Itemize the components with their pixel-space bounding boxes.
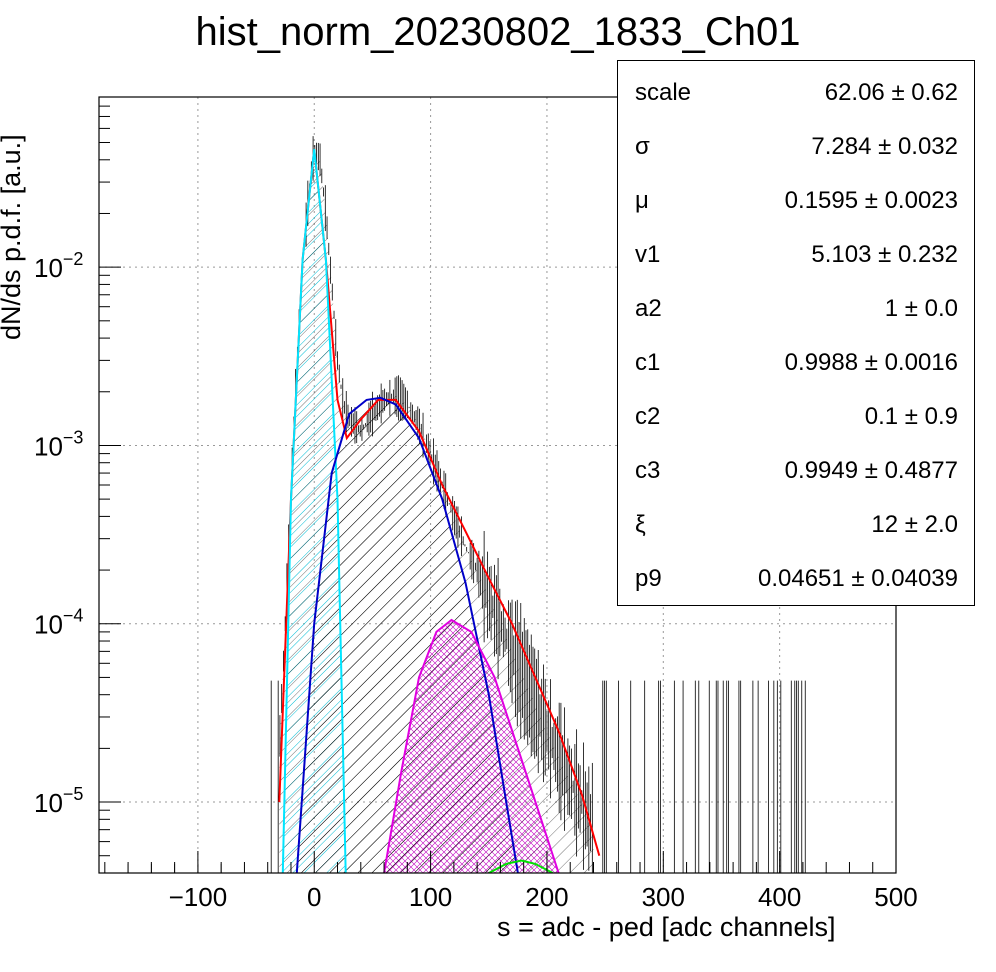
x-tick-label: −100	[169, 882, 228, 912]
y-tick-label: 10−2	[34, 249, 83, 283]
stats-value: 0.04651 ± 0.04039	[757, 565, 958, 592]
stats-value: 5.103 ± 0.232	[811, 241, 958, 268]
stats-row: p9 0.04651 ± 0.04039	[618, 551, 974, 605]
stats-value: 1 ± 0.0	[884, 295, 958, 322]
stats-key: v1	[635, 241, 661, 268]
x-tick-label: 400	[758, 882, 801, 912]
stats-key: c1	[635, 349, 661, 376]
fit-curve	[281, 148, 347, 873]
stats-row: a2 1 ± 0.0	[618, 281, 974, 335]
stats-row: scale 62.06 ± 0.62	[618, 65, 974, 119]
stats-value: 7.284 ± 0.032	[811, 133, 958, 160]
x-tick-label: 0	[307, 882, 321, 912]
fit-curve	[295, 396, 519, 873]
y-tick-label: 10−4	[34, 606, 83, 640]
chart-title: hist_norm_20230802_1833_Ch01	[195, 10, 801, 54]
x-tick-label: 300	[642, 882, 685, 912]
x-axis-label: s = adc - ped [adc channels]	[497, 912, 836, 942]
stats-row: c3 0.9949 ± 0.4877	[618, 443, 974, 497]
stats-row: μ 0.1595 ± 0.0023	[618, 173, 974, 227]
stats-value: 12 ± 2.0	[871, 511, 958, 538]
grid	[99, 97, 897, 873]
stats-value: 0.9949 ± 0.4877	[784, 457, 958, 484]
stats-row: c1 0.9988 ± 0.0016	[618, 335, 974, 389]
stats-value: 0.9988 ± 0.0016	[784, 349, 958, 376]
histogram-fill	[279, 149, 594, 873]
x-tick-label: 500	[874, 882, 917, 912]
stats-key: ξ	[635, 511, 646, 538]
stats-key: p9	[635, 565, 662, 592]
stats-key: c3	[635, 457, 661, 484]
stats-value: 0.1595 ± 0.0023	[784, 187, 958, 214]
stats-key: c2	[635, 403, 661, 430]
fit-curve	[383, 618, 560, 873]
stats-key: scale	[635, 79, 692, 106]
x-tick-label: 100	[409, 882, 452, 912]
stats-value: 62.06 ± 0.62	[824, 79, 958, 106]
y-tick-label: 10−3	[34, 427, 83, 461]
y-axis-label: dN/ds p.d.f. [a.u.]	[0, 134, 26, 340]
stats-key: a2	[635, 295, 662, 322]
stats-row: v1 5.103 ± 0.232	[618, 227, 974, 281]
stats-row: ξ 12 ± 2.0	[618, 497, 974, 551]
fit-stats-box: scale 62.06 ± 0.62 σ 7.284 ± 0.032 μ 0.1595 ±…	[617, 60, 975, 606]
stats-row: σ 7.284 ± 0.032	[618, 119, 974, 173]
stats-row: c2 0.1 ± 0.9	[618, 389, 974, 443]
stats-value: 0.1 ± 0.9	[864, 403, 958, 430]
stats-key: μ	[635, 187, 649, 214]
stats-key: σ	[635, 133, 650, 160]
y-tick-label: 10−5	[34, 784, 83, 818]
x-tick-label: 200	[525, 882, 568, 912]
